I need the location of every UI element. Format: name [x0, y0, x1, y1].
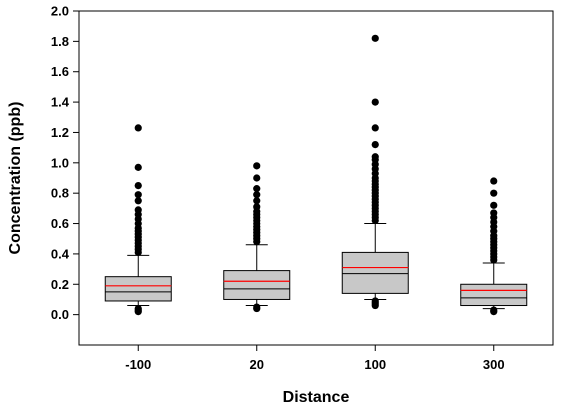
y-axis-title: Concentration (ppb)	[7, 102, 24, 255]
outlier-point	[371, 141, 379, 149]
outlier-point	[371, 297, 379, 305]
outlier-point	[253, 303, 261, 311]
outlier-point	[371, 153, 379, 161]
outlier-point	[490, 306, 498, 314]
y-tick-label: 2.0	[51, 4, 69, 19]
box-iqr	[223, 270, 291, 300]
outlier-point	[253, 203, 261, 211]
y-tick-label: 1.6	[51, 64, 69, 79]
box-iqr	[460, 283, 528, 307]
y-tick-label: 0.0	[51, 307, 69, 322]
outlier-point	[490, 209, 498, 217]
outlier-point	[490, 189, 498, 197]
y-tick-label: 0.8	[51, 186, 69, 201]
outlier-point	[134, 206, 142, 214]
y-tick-label: 1.0	[51, 155, 69, 170]
x-tick-label: -100	[125, 357, 151, 372]
boxes-group	[104, 34, 528, 316]
x-axis: -100 20 100 300	[125, 345, 505, 372]
outlier-point	[371, 98, 379, 106]
outlier-point	[134, 124, 142, 132]
outlier-point	[490, 201, 498, 209]
outlier-point	[253, 197, 261, 205]
outlier-point	[371, 124, 379, 132]
box--100	[104, 124, 172, 316]
y-tick-label: 1.2	[51, 125, 69, 140]
x-tick-label: 100	[364, 357, 386, 372]
y-tick-label: 0.2	[51, 277, 69, 292]
outlier-point	[253, 174, 261, 182]
outlier-point	[134, 304, 142, 313]
box-100	[341, 34, 409, 310]
x-axis-title: Distance	[283, 389, 350, 406]
box-300	[460, 177, 528, 316]
outlier-point	[134, 191, 142, 199]
box-iqr	[104, 276, 172, 302]
box-iqr	[341, 251, 409, 294]
y-tick-label: 0.6	[51, 216, 69, 231]
y-tick-label: 0.4	[51, 246, 70, 261]
outlier-point	[371, 34, 379, 42]
outlier-point	[134, 163, 142, 171]
outlier-point	[134, 181, 142, 190]
outlier-point	[253, 162, 261, 170]
outlier-point	[490, 177, 498, 185]
outlier-point	[134, 197, 142, 205]
y-tick-label: 1.8	[51, 34, 69, 49]
box-20	[223, 162, 291, 313]
y-tick-label: 1.4	[51, 95, 70, 110]
outlier-point	[253, 185, 261, 193]
outlier-point	[253, 191, 261, 199]
y-axis: 0.0 0.2 0.4 0.6 0.8 1.0 1.2 1.4 1.6 1.8 2.0	[51, 4, 79, 322]
x-tick-label: 20	[250, 357, 264, 372]
x-tick-label: 300	[483, 357, 505, 372]
